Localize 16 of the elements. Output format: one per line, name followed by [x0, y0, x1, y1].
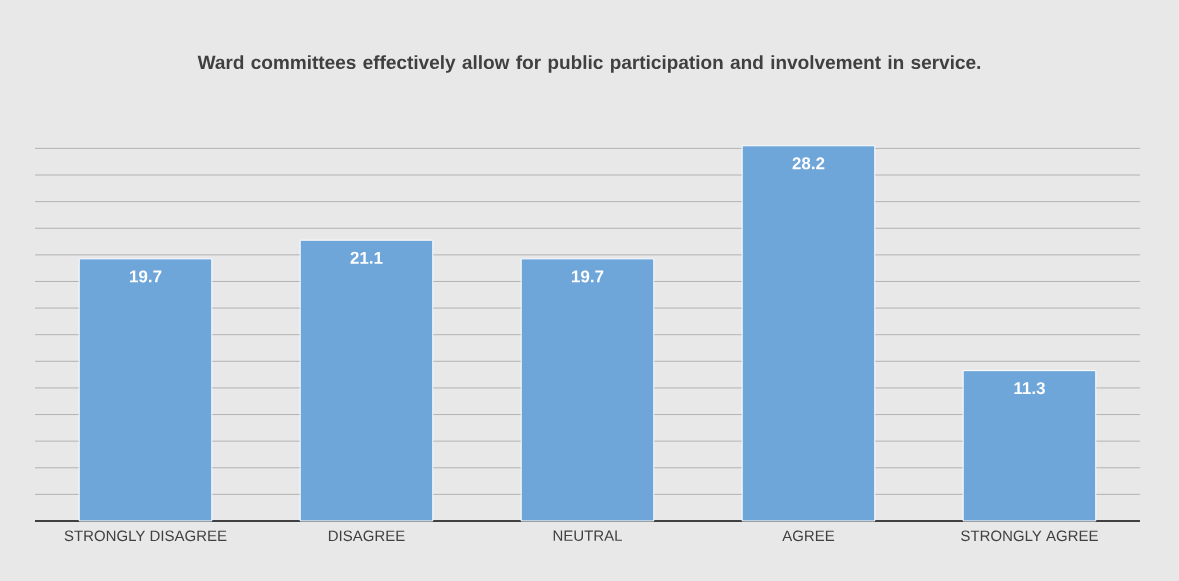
data-label: 19.7 [130, 270, 162, 283]
chart-title: Ward committees effectively allow for public participation and involvement in service. [197, 55, 981, 73]
bar [299, 239, 434, 522]
bar [78, 258, 213, 522]
data-label: 21.1 [350, 251, 383, 264]
bar [962, 370, 1097, 522]
x-tick-label: NEUTRAL [553, 530, 622, 541]
x-tick-label: STRONGLY AGREE [961, 530, 1098, 542]
x-tick-label: DISAGREE [328, 530, 405, 542]
data-label: 11.3 [1014, 382, 1045, 395]
bar [741, 145, 876, 522]
bar [520, 258, 655, 522]
data-label: 19.7 [572, 270, 604, 283]
data-label: 28.2 [792, 157, 825, 170]
x-tick-label: AGREE [782, 530, 835, 542]
x-tick-label: STRONGLY DISAGREE [64, 530, 227, 542]
